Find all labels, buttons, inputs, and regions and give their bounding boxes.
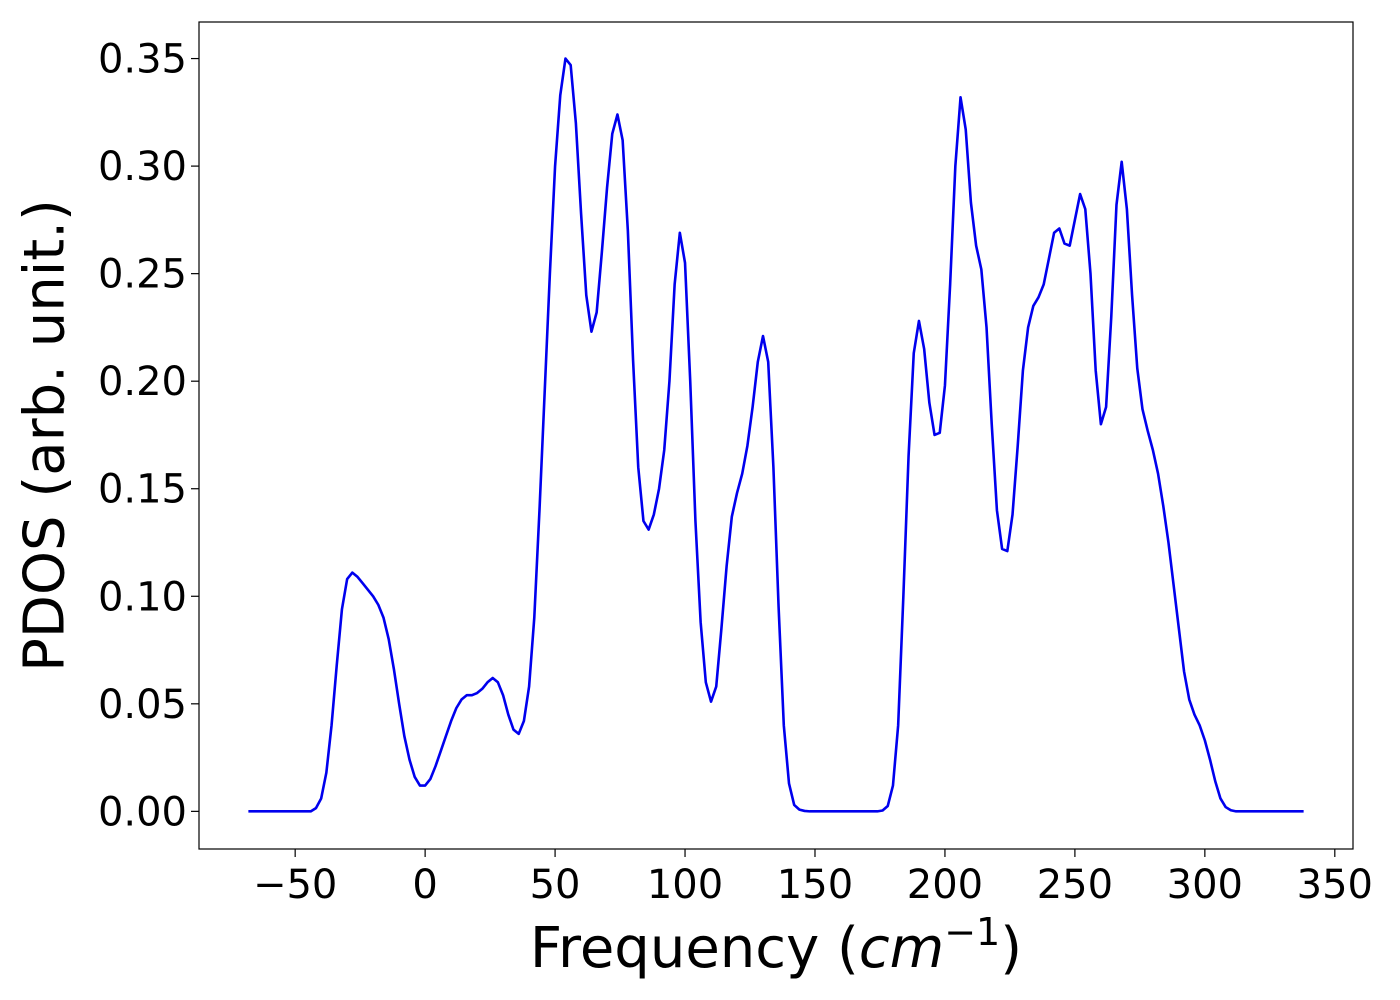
x-tick-label: 0 xyxy=(412,862,437,908)
plot-frame xyxy=(198,21,1354,850)
y-tick-label: 0.00 xyxy=(98,789,187,835)
x-tick-label: 50 xyxy=(530,862,581,908)
x-tick-label: 250 xyxy=(1037,862,1113,908)
x-axis-label-prefix: Frequency ( xyxy=(530,916,859,981)
y-tick-label: 0.15 xyxy=(98,467,187,513)
x-tick-label: 200 xyxy=(907,862,983,908)
x-tick-label: 100 xyxy=(647,862,723,908)
axis-ticks: −50 0 50 100 150 200 250 300 350 0.00 0.05 0.10 0.15… xyxy=(98,37,1373,908)
x-tick-label: 150 xyxy=(777,862,853,908)
y-tick-label: 0.20 xyxy=(98,359,187,405)
y-tick-label: 0.10 xyxy=(98,574,187,620)
x-tick-label: 300 xyxy=(1167,862,1243,908)
y-axis-label: PDOS (arb. unit.) xyxy=(13,199,78,672)
x-tick-label: −50 xyxy=(253,862,337,908)
y-tick-label: 0.25 xyxy=(98,252,187,298)
y-tick-label: 0.35 xyxy=(98,37,187,83)
x-axis-label-suffix: ) xyxy=(1000,916,1022,981)
x-tick-label: 350 xyxy=(1297,862,1373,908)
plot-area xyxy=(248,57,1304,813)
x-axis-label-unit: cm xyxy=(859,916,944,981)
series-line-0 xyxy=(248,57,1304,813)
x-axis-label-exponent: −1 xyxy=(944,910,1000,954)
x-axis-label: Frequency (cm−1) xyxy=(530,910,1022,981)
y-tick-label: 0.30 xyxy=(98,144,187,190)
y-tick-label: 0.05 xyxy=(98,682,187,728)
